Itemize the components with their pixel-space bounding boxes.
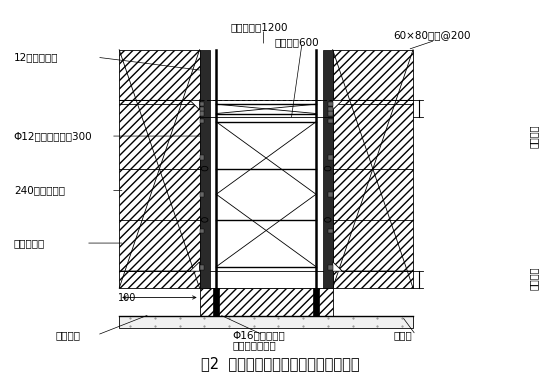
Text: 240厚砖砌地模: 240厚砖砌地模 (14, 186, 65, 195)
Bar (328, 107, 333, 111)
Text: 横杆步距600: 横杆步距600 (274, 37, 319, 47)
Text: 图2  电梯井坑、集水井坑处模板支设图: 图2 电梯井坑、集水井坑处模板支设图 (200, 356, 360, 371)
Bar (323, 117, 333, 288)
Text: 底板厚度: 底板厚度 (529, 267, 539, 290)
Bar (328, 119, 333, 123)
Bar (328, 229, 333, 233)
Text: 止水钢板: 止水钢板 (55, 330, 81, 340)
Bar (333, 50, 413, 288)
Bar (119, 50, 199, 288)
Text: 砼垫层: 砼垫层 (394, 330, 412, 340)
Text: 100: 100 (118, 293, 137, 303)
Bar (199, 102, 204, 106)
Bar (199, 265, 204, 270)
Bar (199, 107, 204, 111)
Bar (328, 102, 333, 106)
Bar (199, 111, 204, 116)
Text: 12厚竹胶合板: 12厚竹胶合板 (14, 52, 58, 62)
Bar (323, 50, 333, 117)
Bar (213, 288, 219, 316)
Bar (199, 271, 333, 288)
Bar (199, 288, 333, 316)
Text: Φ16钢筋支撑焊: Φ16钢筋支撑焊 (233, 330, 286, 340)
Text: 60×80木枋@200: 60×80木枋@200 (394, 30, 471, 40)
Bar (119, 316, 413, 328)
Bar (199, 192, 204, 197)
Bar (328, 192, 333, 197)
Bar (328, 265, 333, 270)
Bar (199, 119, 204, 123)
Text: Φ12螺杆纵横间距300: Φ12螺杆纵横间距300 (14, 131, 92, 141)
Bar (313, 288, 319, 316)
Bar (328, 111, 333, 116)
Polygon shape (333, 100, 413, 110)
Bar (199, 117, 209, 288)
Polygon shape (119, 100, 199, 110)
Text: 预埋钢筋头: 预埋钢筋头 (14, 238, 45, 248)
Polygon shape (119, 262, 199, 271)
Bar (328, 155, 333, 160)
Text: 立杆纵横距1200: 立杆纵横距1200 (230, 22, 288, 32)
Polygon shape (333, 262, 413, 271)
Bar (199, 100, 333, 117)
Bar (199, 155, 204, 160)
Text: 底板厚度: 底板厚度 (529, 124, 539, 148)
Bar (199, 50, 209, 117)
Text: 接于底板钢筋上: 接于底板钢筋上 (233, 340, 277, 350)
Bar (199, 229, 204, 233)
